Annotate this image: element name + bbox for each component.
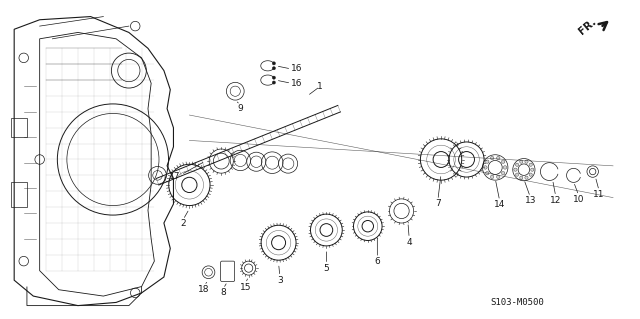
Text: 15: 15 xyxy=(240,283,252,292)
Text: 18: 18 xyxy=(198,285,210,293)
Circle shape xyxy=(272,67,275,70)
Text: 11: 11 xyxy=(593,190,605,199)
Text: 13: 13 xyxy=(525,196,536,205)
Circle shape xyxy=(502,172,505,175)
Text: 10: 10 xyxy=(573,195,584,204)
Circle shape xyxy=(514,168,517,171)
Text: 1: 1 xyxy=(317,82,323,91)
Text: 16: 16 xyxy=(291,64,303,73)
Circle shape xyxy=(484,166,487,169)
Circle shape xyxy=(497,175,500,179)
Circle shape xyxy=(531,168,534,171)
Circle shape xyxy=(503,166,507,169)
Text: FR.: FR. xyxy=(577,16,598,36)
Circle shape xyxy=(529,173,532,176)
Circle shape xyxy=(502,160,505,163)
Text: 16: 16 xyxy=(291,79,303,88)
Circle shape xyxy=(515,163,518,166)
Circle shape xyxy=(497,156,500,160)
Text: S103-M0500: S103-M0500 xyxy=(491,298,545,307)
Text: 2: 2 xyxy=(180,219,186,227)
Circle shape xyxy=(525,176,528,179)
Text: 5: 5 xyxy=(323,263,329,273)
Text: 8: 8 xyxy=(220,288,226,297)
Circle shape xyxy=(520,160,523,163)
Circle shape xyxy=(520,176,523,179)
Circle shape xyxy=(490,156,494,160)
Text: 6: 6 xyxy=(374,257,380,266)
Text: 4: 4 xyxy=(406,238,412,247)
Text: 12: 12 xyxy=(550,196,561,205)
Text: 17: 17 xyxy=(169,173,180,182)
Circle shape xyxy=(525,160,528,163)
Circle shape xyxy=(529,163,532,166)
Text: 3: 3 xyxy=(277,276,283,285)
Circle shape xyxy=(272,81,275,84)
Text: 7: 7 xyxy=(435,199,441,208)
Circle shape xyxy=(272,62,275,65)
Circle shape xyxy=(490,175,494,179)
Text: 14: 14 xyxy=(494,200,506,209)
Circle shape xyxy=(515,173,518,176)
Circle shape xyxy=(272,76,275,79)
Circle shape xyxy=(486,172,489,175)
Circle shape xyxy=(486,160,489,163)
Text: 9: 9 xyxy=(237,104,243,113)
